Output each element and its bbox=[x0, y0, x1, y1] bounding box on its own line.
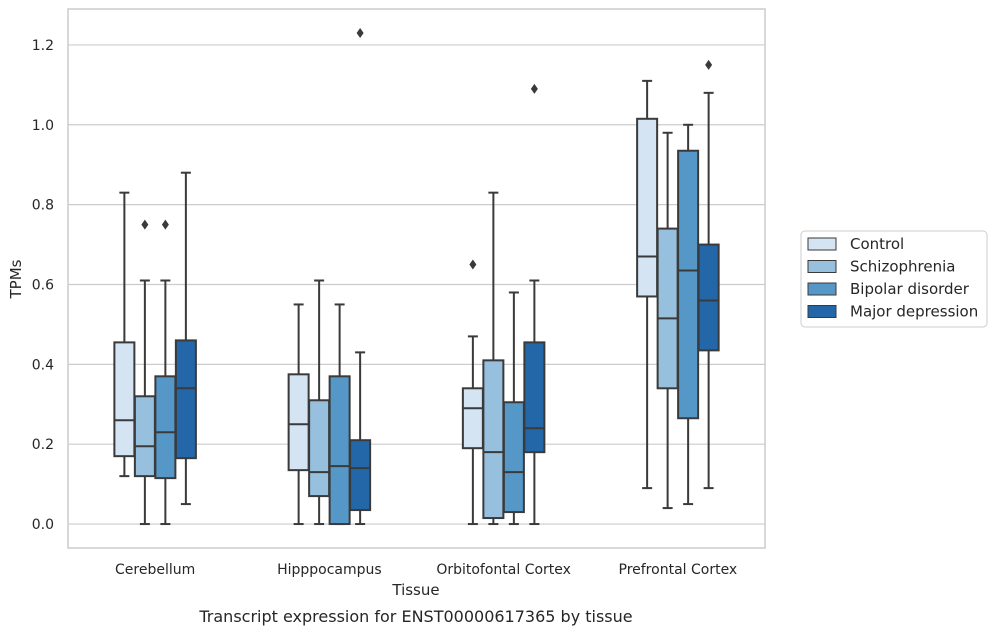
box-iqr bbox=[656, 227, 679, 390]
box-iqr bbox=[113, 341, 136, 458]
box-plot-item bbox=[154, 219, 177, 526]
y-tick-label: 0.0 bbox=[32, 517, 54, 533]
outlier-point bbox=[530, 83, 538, 94]
x-tick-label: Cerebellum bbox=[115, 562, 195, 578]
box-iqr bbox=[328, 375, 351, 526]
y-tick-label: 0.4 bbox=[32, 357, 54, 373]
x-tick-label: Hipppocampus bbox=[277, 562, 382, 578]
box-iqr bbox=[349, 439, 372, 512]
outlier-point bbox=[141, 219, 149, 230]
box-plot-item bbox=[174, 171, 197, 506]
box-iqr bbox=[697, 243, 720, 352]
outlier-point bbox=[356, 27, 364, 38]
legend-frame bbox=[800, 230, 988, 328]
x-axis-ticks: Cerebellum Hipppocampus Orbitofontal Corte… bbox=[115, 562, 737, 578]
box-iqr bbox=[502, 401, 525, 514]
box-iqr bbox=[677, 149, 700, 420]
legend-swatch bbox=[807, 305, 837, 318]
box-iqr bbox=[461, 387, 484, 450]
box-plot-item bbox=[113, 191, 136, 478]
box-plot-item bbox=[133, 219, 156, 526]
box-plot-item bbox=[697, 59, 720, 490]
y-axis-ticks: 0.0 0.2 0.4 0.6 0.8 1.0 1.2 bbox=[32, 38, 54, 533]
y-tick-label: 0.2 bbox=[32, 437, 54, 453]
box-plot-item bbox=[287, 303, 310, 526]
box-iqr bbox=[308, 399, 331, 498]
box-iqr bbox=[636, 117, 659, 298]
y-tick-label: 0.8 bbox=[32, 198, 54, 214]
legend-label: Control bbox=[850, 235, 904, 253]
legend: Control Schizophrenia Bipolar disorder Majo… bbox=[800, 230, 988, 328]
plot-frame bbox=[67, 8, 766, 549]
box-iqr bbox=[133, 395, 156, 478]
box-plot-item bbox=[502, 291, 525, 526]
x-tick-label: Orbitofontal Cortex bbox=[436, 562, 571, 578]
outlier-point bbox=[161, 219, 169, 230]
box-plot-item bbox=[482, 191, 505, 526]
box-plot-item bbox=[308, 279, 331, 526]
y-tick-label: 1.2 bbox=[32, 38, 54, 54]
box-plot-item bbox=[636, 79, 659, 490]
box-plot-item bbox=[461, 259, 484, 526]
legend-swatch bbox=[807, 260, 837, 273]
chart-caption: Transcript expression for ENST0000061736… bbox=[198, 607, 632, 626]
box-plot-item bbox=[656, 131, 679, 510]
outlier-point bbox=[469, 259, 477, 270]
y-tick-label: 1.0 bbox=[32, 118, 54, 134]
legend-swatch bbox=[807, 237, 837, 251]
box-iqr bbox=[174, 339, 197, 460]
box-iqr bbox=[287, 373, 310, 472]
box-iqr bbox=[482, 359, 505, 520]
y-axis-title: TPMs bbox=[7, 259, 25, 299]
box-iqr bbox=[523, 341, 546, 454]
y-tick-label: 0.6 bbox=[32, 277, 54, 293]
box-plot-item bbox=[328, 303, 351, 526]
box-plot-item bbox=[677, 123, 700, 506]
outlier-point bbox=[705, 59, 713, 70]
legend-label: Major depression bbox=[850, 303, 978, 321]
x-tick-label: Prefrontal Cortex bbox=[619, 562, 738, 578]
box-iqr bbox=[154, 375, 177, 480]
box-plot-item bbox=[349, 27, 372, 526]
box-plot-item bbox=[523, 83, 546, 526]
box-series bbox=[113, 27, 720, 526]
legend-label: Bipolar disorder bbox=[850, 280, 970, 298]
legend-label: Schizophrenia bbox=[850, 258, 955, 276]
legend-swatch bbox=[807, 282, 837, 296]
x-axis-title: Tissue bbox=[391, 581, 439, 599]
